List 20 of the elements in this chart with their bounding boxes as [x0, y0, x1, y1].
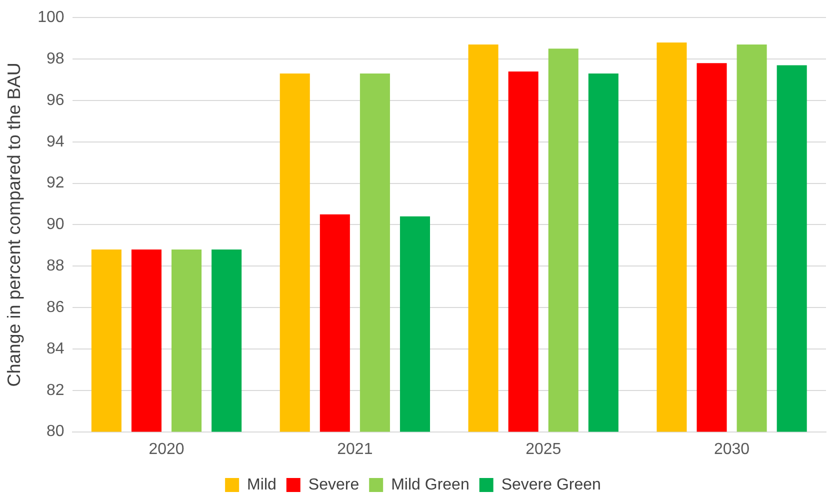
x-tick-label: 2021 — [337, 440, 373, 458]
y-tick-label: 82 — [46, 382, 64, 399]
legend-label: Mild — [247, 476, 276, 494]
y-tick-label: 86 — [46, 298, 64, 316]
y-tick-label: 98 — [46, 50, 64, 68]
y-tick-label: 80 — [46, 423, 64, 440]
legend-label: Mild Green — [391, 476, 470, 494]
legend-label: Severe — [308, 476, 360, 494]
y-tick-label: 92 — [46, 174, 64, 192]
y-tick-label: 84 — [46, 340, 64, 358]
legend-label: Severe Green — [501, 476, 601, 494]
y-tick-label: 94 — [46, 133, 64, 150]
x-tick-label: 2020 — [148, 440, 184, 458]
y-tick-label: 100 — [38, 9, 64, 26]
y-tick-label: 88 — [46, 258, 64, 275]
y-tick-label: 96 — [46, 92, 64, 109]
x-tick-label: 2025 — [526, 440, 562, 458]
y-tick-label: 90 — [46, 216, 64, 234]
x-tick-label: 2030 — [714, 440, 750, 458]
y-axis-title: Change in percent compared to the BAU — [4, 62, 24, 387]
